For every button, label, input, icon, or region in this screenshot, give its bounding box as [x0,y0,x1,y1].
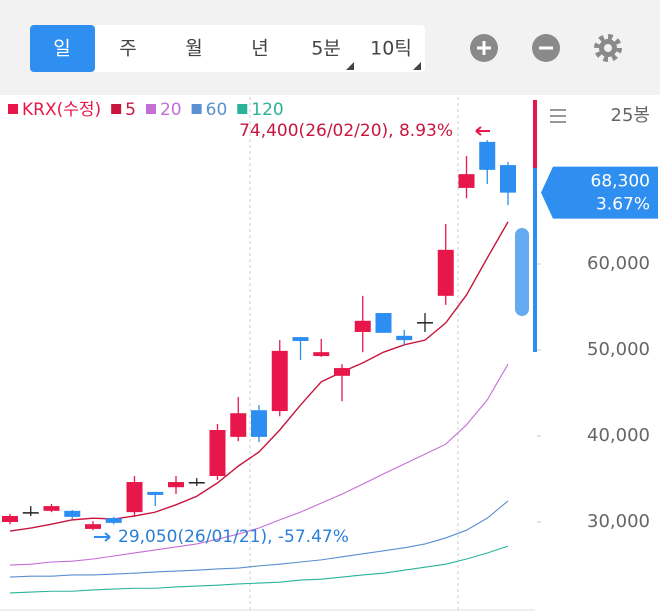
min-annotation: 29,050(26/01/21), -57.47% [118,527,349,547]
candle-body [313,352,330,357]
dropdown-corner [346,62,354,70]
tab[interactable]: 년 [251,38,268,60]
candle-body [147,491,164,495]
max-annotation: 74,400(26/02/20), 8.93% [239,121,453,141]
candle-body [437,249,454,296]
ma-line [9,221,509,532]
legend-swatch [111,104,122,114]
candle-body [500,165,516,193]
bar-count: 25봉 [611,105,650,126]
range-bar-down [533,168,537,352]
legend-swatch [191,104,202,114]
y-tick-label: 40,000 [587,425,650,446]
tab[interactable]: 월 [185,38,202,60]
settings-button[interactable] [594,34,622,62]
candle-body [22,512,39,514]
candle-body [271,350,288,412]
y-tick-label: 60,000 [587,253,650,274]
legend-swatch [8,104,18,114]
candle-body [458,174,475,188]
candle-body [85,524,101,529]
candle-body [230,413,247,437]
candle-body [292,337,309,341]
candle-body [479,141,496,170]
candle-body [354,320,371,332]
tab[interactable]: 5분 [311,38,341,60]
candle-body [334,368,350,376]
legend-swatch [237,104,248,114]
ma-line [9,545,509,594]
zoom-in-button[interactable] [470,34,498,62]
tab[interactable]: 10틱 [370,38,412,60]
price-tag-value: 68,300 [591,172,650,192]
legend-swatch [145,104,156,114]
candle-body [188,482,205,484]
candle-body [396,335,413,341]
menu-icon[interactable] [550,109,566,123]
zoom-out-button[interactable] [532,34,560,62]
candle-body [168,482,184,488]
candle-body [2,516,18,523]
legend-label: 20 [160,100,182,120]
price-tag-change: 3.67% [596,195,650,215]
ma-line [9,363,509,566]
range-bar-up [533,100,537,168]
y-tick-label: 30,000 [587,511,650,532]
candle-body [251,410,267,437]
max-arrow [475,126,490,136]
candle-body [43,506,60,511]
candle-body [209,429,226,477]
tab-bar [30,25,425,72]
legend: KRX(수정) 5 20 60 120 [8,100,284,120]
tab[interactable]: 일 [53,38,70,60]
candle-body [126,482,143,513]
ma-line [9,500,509,578]
plot [2,140,516,594]
scroll-handle[interactable] [515,228,529,316]
legend-label: 60 [206,100,228,120]
tab[interactable]: 주 [119,38,136,60]
candle-body [375,313,392,333]
legend-label: 120 [251,100,283,120]
candle-body [64,510,81,517]
dropdown-corner [413,62,421,70]
candle-body [417,322,433,324]
candle-body [105,518,122,523]
legend-label: KRX(수정) [22,100,101,120]
legend-label: 5 [125,100,136,120]
min-arrow [94,532,111,542]
tab-selected-bg [30,25,95,72]
price-tag [541,166,658,219]
y-tick-label: 50,000 [587,339,650,360]
